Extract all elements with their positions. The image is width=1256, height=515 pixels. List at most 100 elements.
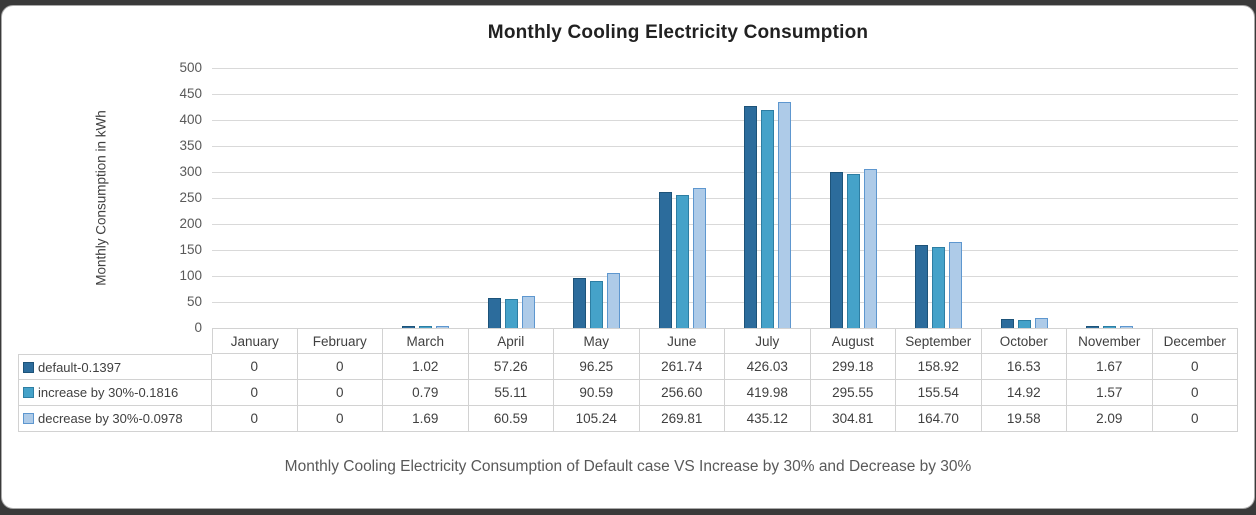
plot-area: [212, 68, 1238, 328]
bar-group: [896, 68, 982, 328]
value-cell: 14.92: [981, 380, 1067, 406]
legend-key: decrease by 30%-0.0978: [18, 406, 212, 432]
month-header: January: [212, 328, 298, 354]
bar: [607, 273, 621, 328]
y-tick-label: 450: [179, 86, 202, 101]
y-tick-label: 0: [194, 320, 202, 335]
bar: [1000, 319, 1014, 328]
y-axis-title: Monthly Consumption in kWh: [93, 110, 109, 286]
value-cell: 155.54: [896, 380, 982, 406]
month-header: June: [639, 328, 725, 354]
value-cell: 435.12: [725, 406, 811, 432]
bar: [504, 299, 518, 328]
bar-group: [469, 68, 555, 328]
y-tick-label: 500: [179, 60, 202, 75]
bar: [402, 326, 416, 328]
bar-group: [811, 68, 897, 328]
bar: [487, 298, 501, 328]
y-tick-label: 200: [179, 216, 202, 231]
month-header: September: [896, 328, 982, 354]
chart-card: Monthly Cooling Electricity Consumption …: [1, 5, 1255, 509]
value-cell: 0: [297, 354, 383, 380]
month-header: November: [1067, 328, 1153, 354]
title-area: Monthly Cooling Electricity Consumption: [2, 22, 1254, 44]
bar: [829, 172, 843, 328]
value-cell: 1.69: [383, 406, 469, 432]
y-tick-label: 50: [186, 294, 202, 309]
value-cell: 419.98: [725, 380, 811, 406]
bar-group: [725, 68, 811, 328]
value-cell: 105.24: [554, 406, 640, 432]
value-cell: 0: [297, 406, 383, 432]
bar-group: [554, 68, 640, 328]
bar: [590, 281, 604, 328]
value-cell: 299.18: [810, 354, 896, 380]
bar: [761, 110, 775, 328]
bar: [675, 195, 689, 328]
value-cell: 96.25: [554, 354, 640, 380]
month-header: February: [297, 328, 383, 354]
legend-label: default-0.1397: [38, 359, 122, 375]
month-header: July: [725, 328, 811, 354]
legend-key: default-0.1397: [18, 354, 212, 380]
value-cell: 90.59: [554, 380, 640, 406]
month-header: May: [554, 328, 640, 354]
bar-group: [640, 68, 726, 328]
bar-group: [383, 68, 469, 328]
value-cell: 0: [297, 380, 383, 406]
value-cell: 0: [212, 380, 298, 406]
value-cell: 256.60: [639, 380, 725, 406]
bar-group: [212, 68, 298, 328]
bar: [1017, 320, 1031, 328]
bar: [863, 169, 877, 328]
y-axis: Monthly Consumption in kWh 500 450 400 350 3…: [18, 60, 212, 335]
value-cell: 158.92: [896, 354, 982, 380]
bar: [573, 278, 587, 328]
value-cell: 0: [1152, 380, 1238, 406]
bar: [436, 326, 450, 328]
value-cell: 16.53: [981, 354, 1067, 380]
bar-group: [1153, 68, 1239, 328]
value-cell: 295.55: [810, 380, 896, 406]
month-header: August: [810, 328, 896, 354]
bar-group: [982, 68, 1068, 328]
value-cell: 19.58: [981, 406, 1067, 432]
value-cell: 269.81: [639, 406, 725, 432]
value-cell: 261.74: [639, 354, 725, 380]
value-cell: 1.67: [1067, 354, 1153, 380]
bar: [692, 188, 706, 328]
bar: [778, 102, 792, 328]
bar: [1120, 326, 1134, 328]
value-cell: 0: [1152, 354, 1238, 380]
y-tick-label: 150: [179, 242, 202, 257]
y-tick-label: 250: [179, 190, 202, 205]
value-cell: 57.26: [468, 354, 554, 380]
bar: [1086, 326, 1100, 328]
bar: [949, 242, 963, 328]
bar: [419, 326, 433, 328]
legend-swatch: [23, 387, 34, 398]
bar: [521, 296, 535, 328]
month-header: December: [1152, 328, 1238, 354]
value-cell: 164.70: [896, 406, 982, 432]
value-cell: 0.79: [383, 380, 469, 406]
month-header: April: [468, 328, 554, 354]
bar: [915, 245, 929, 328]
chart-title: Monthly Cooling Electricity Consumption: [487, 22, 869, 43]
bar: [846, 174, 860, 328]
value-cell: 304.81: [810, 406, 896, 432]
value-cell: 2.09: [1067, 406, 1153, 432]
value-cell: 1.02: [383, 354, 469, 380]
value-cell: 55.11: [468, 380, 554, 406]
legend-key: increase by 30%-0.1816: [18, 380, 212, 406]
legend-label: decrease by 30%-0.0978: [38, 411, 183, 426]
chart-and-table: Monthly Consumption in kWh 500 450 400 350 3…: [18, 60, 1239, 432]
chart-subtitle: Monthly Cooling Electricity Consumption …: [284, 458, 972, 475]
legend-label: increase by 30%-0.1816: [38, 385, 179, 400]
value-cell: 426.03: [725, 354, 811, 380]
bar: [1103, 326, 1117, 328]
month-header: October: [981, 328, 1067, 354]
legend-swatch: [23, 413, 34, 424]
bar: [658, 192, 672, 328]
